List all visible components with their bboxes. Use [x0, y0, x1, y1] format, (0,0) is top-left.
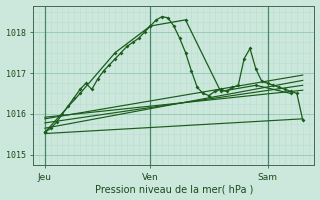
X-axis label: Pression niveau de la mer( hPa ): Pression niveau de la mer( hPa )	[95, 184, 253, 194]
